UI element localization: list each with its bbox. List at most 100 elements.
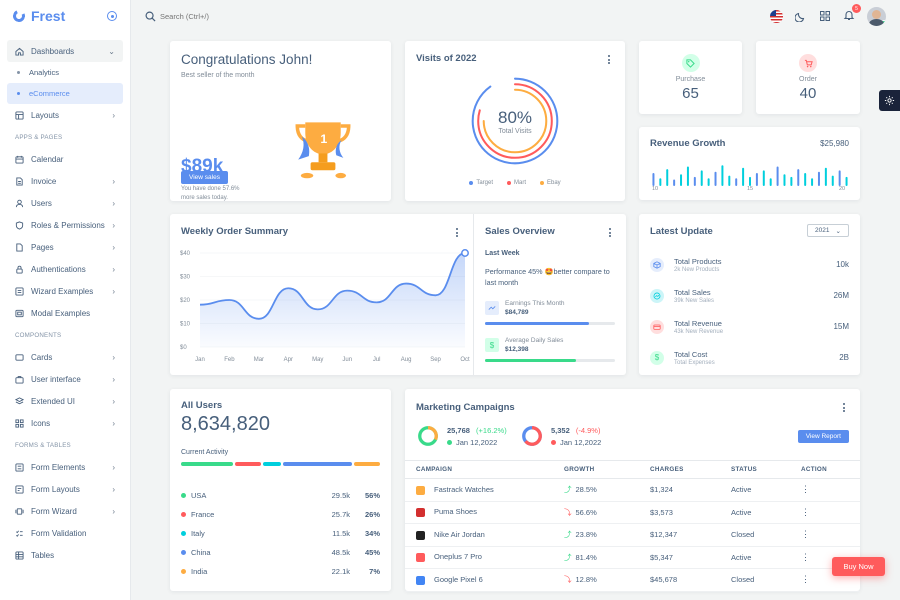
sidebar-item-form-validation[interactable]: Form Validation [7,522,123,544]
status-badge: Closed [720,568,790,592]
table-row[interactable]: Google Pixel 6 ⤵ 12.8% $45,678 Closed ⋮ [405,568,860,592]
brand[interactable]: Frest [0,0,130,32]
sidebar-item-label: Users [31,198,52,208]
sidebar-item-layouts[interactable]: Layouts › [7,104,123,126]
sidebar-subitem-analytics[interactable]: Analytics [7,62,123,83]
sidebar-item-extended[interactable]: Extended UI › [7,390,123,412]
current-activity-label: Current Activity [181,449,229,456]
revenue-bar [721,165,724,186]
latest-item-title: Total Products [674,256,722,266]
more-vertical-icon[interactable]: ⋮ [801,574,810,585]
more-vertical-icon[interactable]: ⋮ [801,551,810,562]
legend-mart: Mart [507,180,526,186]
chevron-right-icon: › [112,396,115,406]
revenue-bar [755,173,758,186]
year-select[interactable]: 2021 ⌄ [807,224,849,237]
growth-cell: ⤵ 56.6% [553,501,639,524]
y-tick-label: $40 [180,251,191,257]
sidebar-item-dashboards[interactable]: Dashboards ⌄ [7,40,123,62]
list-item[interactable]: Total Products 2k New Products 10k [639,249,860,280]
sidebar-item-calendar[interactable]: Calendar [7,148,123,170]
sidebar-item-label: Modal Examples [31,308,91,318]
table-row[interactable]: Oneplus 7 Pro ⤴ 81.4% $5,347 Active ⋮ [405,546,860,569]
latest-title: Latest Update [650,226,713,237]
grid-apps-icon[interactable] [819,10,831,22]
layout-icon [15,110,24,120]
color-dot [181,512,186,517]
avg-sales-progress-track [485,359,615,362]
sidebar-subitem-label: eCommerce [29,89,70,98]
sidebar-item-tables[interactable]: Tables [7,544,123,566]
stat1-donut-icon [418,426,438,446]
country-percent: 7% [369,567,380,576]
list-item[interactable]: Total Revenue 43k New Revenue 15M [639,311,860,342]
order-value: 40 [799,85,817,102]
us-flag-icon[interactable] [770,9,783,23]
list-item: China 48.5k 45% [181,543,380,562]
avg-sales-value: $12,398 [505,346,529,353]
sidebar-item-icons[interactable]: Icons › [7,412,123,434]
sidebar-item-roles[interactable]: Roles & Permissions › [7,214,123,236]
country-percent: 26% [364,510,380,519]
table-row[interactable]: Nike Air Jordan ⤴ 23.8% $12,347 Closed ⋮ [405,523,860,547]
list-item[interactable]: $ Total Cost Total Expenses 2B [639,342,860,373]
view-sales-button[interactable]: View sales [181,171,228,184]
x-tick-label: Feb [224,357,235,363]
avatar[interactable] [867,6,886,26]
topbar-actions: 5 [770,4,886,26]
notifications[interactable]: 5 [843,4,861,23]
sidebar: Frest Dashboards ⌄ Analytics eCommerce L… [0,0,131,600]
purchase-label: Purchase [675,76,706,83]
sidebar-item-cards[interactable]: Cards › [7,346,123,368]
buy-now-button[interactable]: Buy Now [832,557,885,576]
more-options-icon[interactable] [843,403,846,412]
more-options-icon[interactable] [456,228,459,237]
stat1-value: 25,768 [447,426,470,435]
customizer-gear-button[interactable] [879,90,900,111]
chevron-right-icon: › [112,352,115,362]
trend-up-icon: ⤴ [564,552,572,562]
col-campaign: Campaign [405,460,553,479]
sidebar-item-wizard[interactable]: Wizard Examples › [7,280,123,302]
list-item[interactable]: Total Sales 39k New Sales 26M [639,280,860,311]
stat1-date: Jan 12,2022 [456,438,498,447]
moon-icon[interactable] [795,10,807,22]
sidebar-subitem-ecommerce[interactable]: eCommerce [7,83,123,104]
sidebar-item-pages[interactable]: Pages › [7,236,123,258]
more-vertical-icon[interactable]: ⋮ [801,484,810,495]
sidebar-item-authentications[interactable]: Authentications › [7,258,123,280]
campaign-name: Puma Shoes [434,507,477,517]
chevron-right-icon: › [112,198,115,208]
sidebar-item-label: Extended UI [31,396,76,406]
charges-cell: $3,573 [639,501,720,524]
list-item: France 25.7k 26% [181,505,380,524]
sidebar-item-invoice[interactable]: Invoice › [7,170,123,192]
sidebar-item-form-elements[interactable]: Form Elements › [7,456,123,478]
sidebar-item-form-layouts[interactable]: Form Layouts › [7,478,123,500]
sidebar-item-modal[interactable]: Modal Examples [7,302,123,324]
x-tick-label: Oct [460,357,470,363]
revenue-bar [735,178,738,186]
activity-bars [181,462,380,466]
dollar-icon: $ [485,338,499,352]
revenue-bar [797,169,800,186]
sidebar-item-label: Wizard Examples [31,286,94,296]
status-badge: Active [720,546,790,569]
col-status: Status [720,460,790,479]
more-options-icon[interactable] [609,228,612,237]
sidebar-item-ui[interactable]: User interface › [7,368,123,390]
brand-logo-icon [416,575,425,585]
trophy-icon: 1 [295,122,351,179]
sidebar-item-users[interactable]: Users › [7,192,123,214]
sidebar-toggle-icon[interactable] [107,11,117,21]
table-row[interactable]: Puma Shoes ⤵ 56.6% $3,573 Active ⋮ [405,501,860,524]
more-vertical-icon[interactable]: ⋮ [801,506,810,517]
search-input[interactable] [160,11,320,21]
table-row[interactable]: Fastrack Watches ⤴ 28.5% $1,324 Active ⋮ [405,478,860,502]
revenue-bar [845,176,848,186]
more-options-icon[interactable] [608,55,611,64]
country-name: China [191,548,211,557]
more-vertical-icon[interactable]: ⋮ [801,529,810,540]
sidebar-item-form-wizard[interactable]: Form Wizard › [7,500,123,522]
view-report-button[interactable]: View Report [797,430,849,443]
